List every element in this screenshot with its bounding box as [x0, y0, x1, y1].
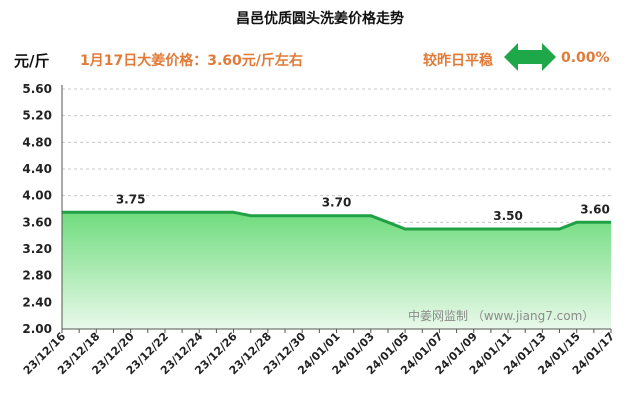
y-tick-label: 3.20: [22, 242, 52, 256]
y-tick-label: 4.00: [22, 189, 52, 203]
data-label: 3.50: [493, 209, 523, 223]
price-area: [62, 212, 611, 329]
data-label: 3.60: [580, 202, 610, 216]
watermark: 中姜网监制 （www.jiang7.com）: [408, 308, 594, 323]
price-line: [62, 210, 611, 231]
y-tick-label: 4.40: [22, 162, 52, 176]
chart-title: 昌邑优质圆头洗姜价格走势: [236, 11, 404, 27]
y-tick-label: 2.80: [22, 269, 52, 283]
data-label: 3.75: [116, 192, 146, 206]
change-value: 0.00%: [561, 50, 610, 66]
y-tick-label: 5.20: [22, 109, 52, 123]
y-tick-label: 2.00: [22, 322, 52, 336]
y-tick-label: 5.60: [22, 82, 52, 96]
unit-label: 元/斤: [14, 52, 50, 70]
y-tick-label: 2.40: [22, 295, 52, 309]
y-tick-label: 4.80: [22, 135, 52, 149]
y-tick-label: 3.60: [22, 215, 52, 229]
double-arrow-icon: [504, 43, 556, 71]
data-label: 3.70: [322, 196, 352, 210]
double-arrow-shape: [504, 43, 556, 71]
change-label: 较昨日平稳: [423, 53, 493, 69]
price-headline: 1月17日大姜价格：3.60元/斤左右: [80, 53, 303, 69]
